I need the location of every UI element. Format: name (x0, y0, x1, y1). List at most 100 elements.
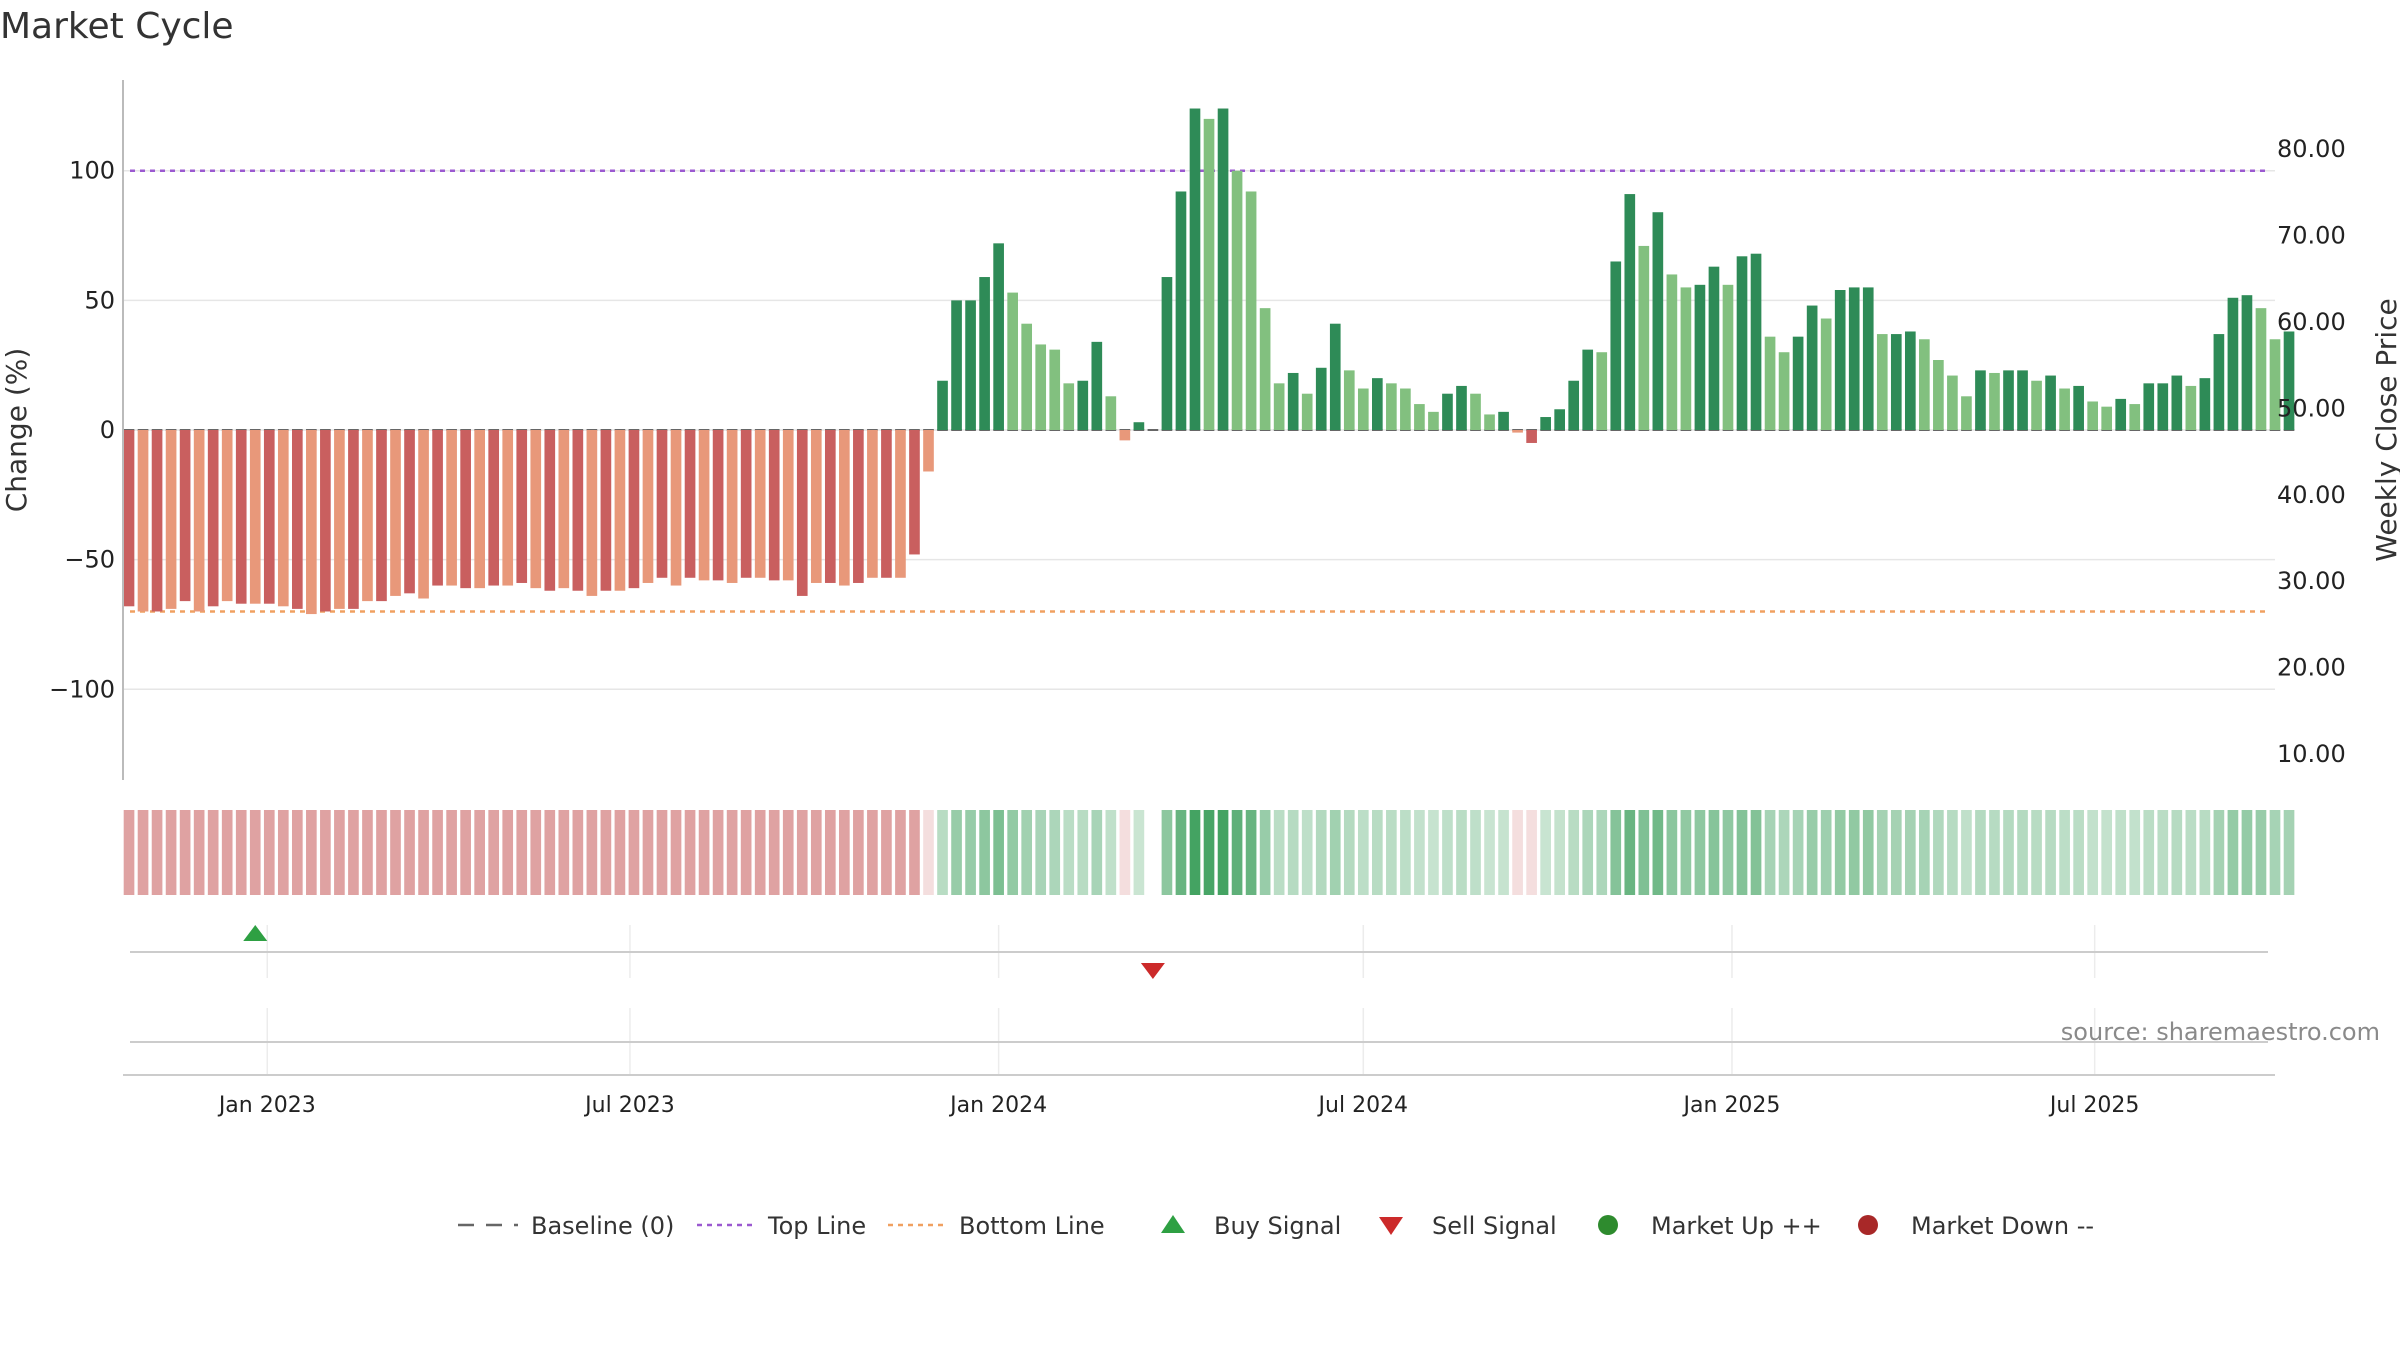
ribbon-cell (2059, 810, 2070, 895)
bar (320, 430, 331, 612)
legend-label: Baseline (0) (531, 1212, 674, 1240)
bar (1582, 349, 1594, 430)
bar (853, 430, 864, 583)
bar (1904, 331, 1916, 430)
bar (1245, 191, 1257, 430)
bar (1414, 404, 1425, 430)
ribbon-cell (1975, 810, 1986, 895)
bar (614, 430, 626, 591)
bar (810, 430, 822, 583)
bar (2157, 383, 2169, 430)
bar (923, 430, 934, 472)
ribbon-cell (2143, 810, 2155, 895)
ribbon-cell (1133, 810, 1145, 895)
bar (2241, 295, 2253, 430)
bar (348, 430, 359, 609)
bar (179, 430, 191, 602)
bar (1161, 277, 1173, 430)
ribbon-cell (2199, 810, 2211, 895)
ribbon-cell (1245, 810, 1257, 895)
ribbon-cell (362, 810, 373, 895)
bar (1610, 261, 1622, 430)
ribbon-cell (193, 810, 205, 895)
ribbon-cell (600, 810, 612, 895)
bar (235, 430, 247, 604)
bar (656, 430, 668, 578)
bar (1876, 334, 1888, 430)
bar (754, 430, 766, 578)
bar (1512, 430, 1523, 433)
legend-item-down: Market Down -- (1858, 1212, 2094, 1240)
ribbon-cell (1708, 810, 1720, 895)
ribbon-cell (2129, 810, 2141, 895)
x-tick-label: Jan 2023 (217, 1093, 316, 1118)
ribbon-cell (867, 810, 878, 895)
ribbon-cell (1400, 810, 1411, 895)
ribbon-cell (2213, 810, 2225, 895)
bar (530, 430, 542, 589)
bar (1007, 292, 1018, 430)
bar (712, 430, 724, 581)
bar (1961, 396, 1972, 430)
ribbon-cell (642, 810, 654, 895)
bar (796, 430, 808, 596)
bar (1133, 422, 1145, 430)
bar (2227, 297, 2239, 430)
bar (1834, 290, 1846, 430)
bar (1329, 323, 1341, 430)
ribbon-cell (1890, 810, 1902, 895)
ribbon-cell (1989, 810, 2000, 895)
ribbon-cell (179, 810, 191, 895)
ribbon-cell (1610, 810, 1622, 895)
ribbon-cell (1357, 810, 1369, 895)
ribbon-cell (221, 810, 233, 895)
right-tick-label: 10.00 (2277, 740, 2346, 768)
bar (1105, 396, 1117, 430)
legend-item-top: Top Line (697, 1212, 866, 1240)
right-tick-label: 40.00 (2277, 481, 2346, 509)
ribbon-cell (1161, 810, 1173, 895)
x-tick-label: Jul 2023 (583, 1093, 675, 1118)
ribbon-cell (1834, 810, 1846, 895)
right-tick-label: 80.00 (2277, 135, 2346, 163)
ribbon-cell (754, 810, 766, 895)
legend-label: Market Down -- (1911, 1212, 2094, 1240)
bar (867, 430, 878, 578)
bar (909, 430, 920, 555)
ribbon-cell (235, 810, 247, 895)
ribbon-cell (2115, 810, 2127, 895)
right-tick-label: 20.00 (2277, 654, 2346, 682)
bar (1372, 378, 1383, 430)
ribbon-cell (1498, 810, 1509, 895)
legend-item-sell: Sell Signal (1379, 1212, 1557, 1240)
bar (1231, 170, 1243, 431)
bar (642, 430, 654, 583)
bar (558, 430, 570, 589)
legend-label: Sell Signal (1432, 1212, 1557, 1240)
bar (1736, 256, 1748, 430)
bar (1217, 108, 1229, 430)
bar (432, 430, 443, 586)
ribbon-cell (502, 810, 514, 895)
ribbon-cell (1175, 810, 1187, 895)
ribbon-cell (979, 810, 990, 895)
ribbon-cell (1680, 810, 1692, 895)
bar (1947, 375, 1958, 430)
ribbon-cell (1876, 810, 1888, 895)
bar (1792, 336, 1804, 430)
bar (123, 430, 135, 607)
legend: Baseline (0) Top Line Bottom Line Buy Signa… (458, 1212, 2094, 1240)
ribbon-cell (1287, 810, 1299, 895)
ribbon-cell (2269, 810, 2281, 895)
left-tick-label: 50 (84, 286, 115, 314)
ribbon-cell (1919, 810, 1930, 895)
ribbon-cell (1933, 810, 1944, 895)
ribbon-cell (1470, 810, 1481, 895)
ribbon-cell (1007, 810, 1018, 895)
bar (334, 430, 345, 609)
bar (1708, 266, 1720, 430)
bar (768, 430, 780, 581)
ribbon-cell (572, 810, 584, 895)
ribbon-cell (1554, 810, 1566, 895)
bar (376, 430, 387, 602)
